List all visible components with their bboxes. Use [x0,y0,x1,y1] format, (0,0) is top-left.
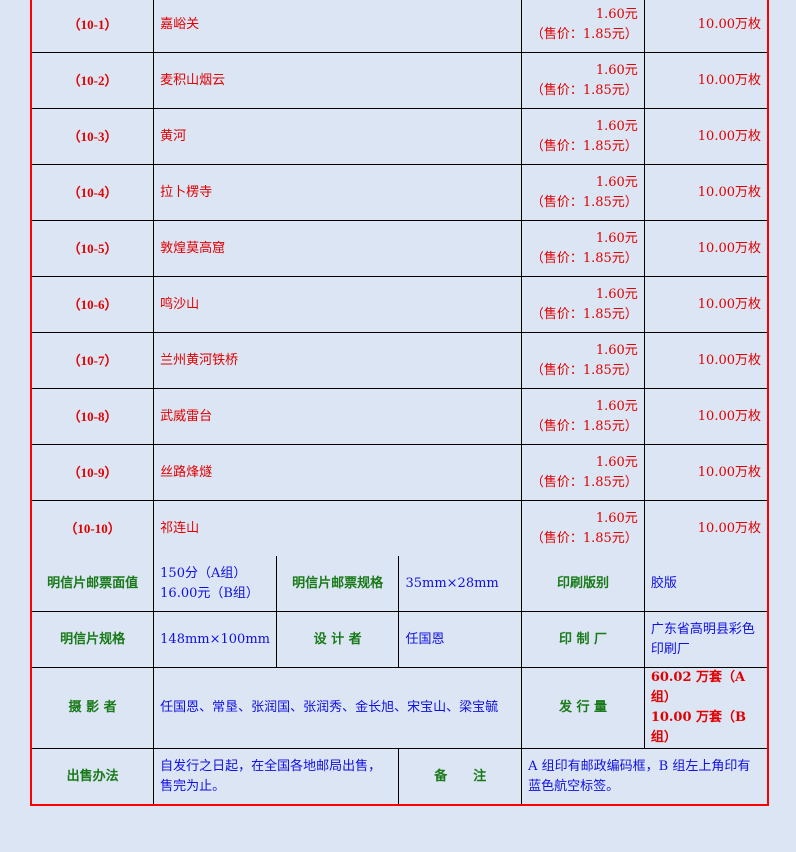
sale-price: （售价：1.85元） [530,474,638,490]
stamp-number: （10-7） [32,332,155,389]
stamp-row: （10-10） 祁连山 1.60元 （售价：1.85元） 10.00万枚 [32,500,767,556]
note-value: A 组印有邮政编码框，B 组左上角印有蓝色航空标签。 [521,748,767,804]
stamp-row: （10-9） 丝路烽燧 1.60元 （售价：1.85元） 10.00万枚 [32,444,767,501]
stamp-row: （10-4） 拉卜楞寺 1.60元 （售价：1.85元） 10.00万枚 [32,164,767,221]
card-size-label: 明信片规格 [32,611,155,668]
stamp-face-b: 16.00元（B组） [160,585,259,601]
face-value: 1.60元 [595,398,638,414]
stamp-quantity: 10.00万枚 [643,164,767,221]
stamp-quantity: 10.00万枚 [643,220,767,277]
stamp-name: 敦煌莫高窟 [153,220,523,277]
stamp-size-label: 明信片邮票规格 [275,556,400,612]
stamp-number: （10-9） [32,444,155,501]
sale-label: 出售办法 [32,748,155,804]
stamp-number: （10-3） [32,108,155,165]
sale-price: （售价：1.85元） [530,138,638,154]
issue-a: 60.02 万套（A 组） [650,670,746,705]
stamp-price: 1.60元 （售价：1.85元） [521,108,645,165]
stamp-number: （10-6） [32,276,155,333]
stamp-price: 1.60元 （售价：1.85元） [521,276,645,333]
stamp-number: （10-5） [32,220,155,277]
sale-price: （售价：1.85元） [530,530,638,546]
stamp-row: （10-2） 麦积山烟云 1.60元 （售价：1.85元） 10.00万枚 [32,52,767,109]
stamp-row: （10-1） 嘉峪关 1.60元 （售价：1.85元） 10.00万枚 [32,0,767,53]
stamp-name: 丝路烽燧 [153,444,523,501]
sale-price: （售价：1.85元） [530,82,638,98]
photo-label: 摄 影 者 [32,667,155,749]
face-value: 1.60元 [595,510,638,526]
face-value: 1.60元 [595,230,638,246]
stamp-row: （10-8） 武威雷台 1.60元 （售价：1.85元） 10.00万枚 [32,388,767,445]
stamp-quantity: 10.00万枚 [643,52,767,109]
designer-value: 任国恩 [398,611,523,668]
issue-value: 60.02 万套（A 组） 10.00 万套（B 组） [643,667,767,749]
stamp-price: 1.60元 （售价：1.85元） [521,388,645,445]
info-row: 摄 影 者 任国恩、常垦、张润国、张润秀、金长旭、宋宝山、梁宝毓 发 行 量 6… [32,667,767,749]
stamp-name: 武威雷台 [153,388,523,445]
stamp-number: （10-1） [32,0,155,53]
print-value: 胶版 [643,556,767,612]
stamp-name: 麦积山烟云 [153,52,523,109]
stamp-price: 1.60元 （售价：1.85元） [521,444,645,501]
info-row: 明信片邮票面值 150分（A组） 16.00元（B组） 明信片邮票规格 35mm×… [32,556,767,612]
info-row: 明信片规格 148mm×100mm 设 计 者 任国恩 印 制 厂 广东省高明县… [32,611,767,668]
face-value: 1.60元 [595,342,638,358]
stamp-name: 鸣沙山 [153,276,523,333]
stamp-quantity: 10.00万枚 [643,500,767,556]
sale-price: （售价：1.85元） [530,250,638,266]
face-value: 1.60元 [595,118,638,134]
stamp-row: （10-6） 鸣沙山 1.60元 （售价：1.85元） 10.00万枚 [32,276,767,333]
stamp-face-a: 150分（A组） [160,565,247,581]
stamp-name: 拉卜楞寺 [153,164,523,221]
stamp-number: （10-10） [32,500,155,556]
stamp-name: 祁连山 [153,500,523,556]
stamp-row: （10-7） 兰州黄河铁桥 1.60元 （售价：1.85元） 10.00万枚 [32,332,767,389]
stamp-name: 黄河 [153,108,523,165]
stamp-price: 1.60元 （售价：1.85元） [521,164,645,221]
stamp-price: 1.60元 （售价：1.85元） [521,52,645,109]
stamp-row: （10-5） 敦煌莫高窟 1.60元 （售价：1.85元） 10.00万枚 [32,220,767,277]
info-row: 出售办法 自发行之日起，在全国各地邮局出售，售完为止。 备 注 A 组印有邮政编… [32,748,767,804]
stamp-price: 1.60元 （售价：1.85元） [521,332,645,389]
issue-label: 发 行 量 [521,667,645,749]
card-size-value: 148mm×100mm [153,611,277,668]
photo-value: 任国恩、常垦、张润国、张润秀、金长旭、宋宝山、梁宝毓 [153,667,523,749]
stamp-face-label: 明信片邮票面值 [32,556,155,612]
designer-label: 设 计 者 [275,611,400,668]
issue-b: 10.00 万套（B 组） [650,710,747,745]
stamp-info-table: （10-1） 嘉峪关 1.60元 （售价：1.85元） 10.00万枚 （10-2）… [30,0,769,806]
sale-price: （售价：1.85元） [530,194,638,210]
sale-price: （售价：1.85元） [530,362,638,378]
sale-price: （售价：1.85元） [530,26,638,42]
stamp-number: （10-8） [32,388,155,445]
stamp-price: 1.60元 （售价：1.85元） [521,500,645,556]
face-value: 1.60元 [595,286,638,302]
print-label: 印刷版别 [521,556,645,612]
stamp-quantity: 10.00万枚 [643,276,767,333]
stamp-number: （10-4） [32,164,155,221]
stamp-name: 兰州黄河铁桥 [153,332,523,389]
stamp-quantity: 10.00万枚 [643,0,767,53]
sale-price: （售价：1.85元） [530,418,638,434]
sale-price: （售价：1.85元） [530,306,638,322]
stamp-row: （10-3） 黄河 1.60元 （售价：1.85元） 10.00万枚 [32,108,767,165]
stamp-name: 嘉峪关 [153,0,523,53]
stamp-face-value: 150分（A组） 16.00元（B组） [153,556,277,612]
stamp-quantity: 10.00万枚 [643,332,767,389]
stamp-price: 1.60元 （售价：1.85元） [521,220,645,277]
sale-value: 自发行之日起，在全国各地邮局出售，售完为止。 [153,748,400,804]
stamp-size-value: 35mm×28mm [398,556,523,612]
note-label: 备 注 [398,748,523,804]
printer-label: 印 制 厂 [521,611,645,668]
printer-value: 广东省高明县彩色印刷厂 [643,611,767,668]
stamp-number: （10-2） [32,52,155,109]
stamp-quantity: 10.00万枚 [643,444,767,501]
face-value: 1.60元 [595,174,638,190]
stamp-quantity: 10.00万枚 [643,108,767,165]
face-value: 1.60元 [595,62,638,78]
stamp-quantity: 10.00万枚 [643,388,767,445]
face-value: 1.60元 [595,454,638,470]
stamp-price: 1.60元 （售价：1.85元） [521,0,645,53]
face-value: 1.60元 [595,6,638,22]
